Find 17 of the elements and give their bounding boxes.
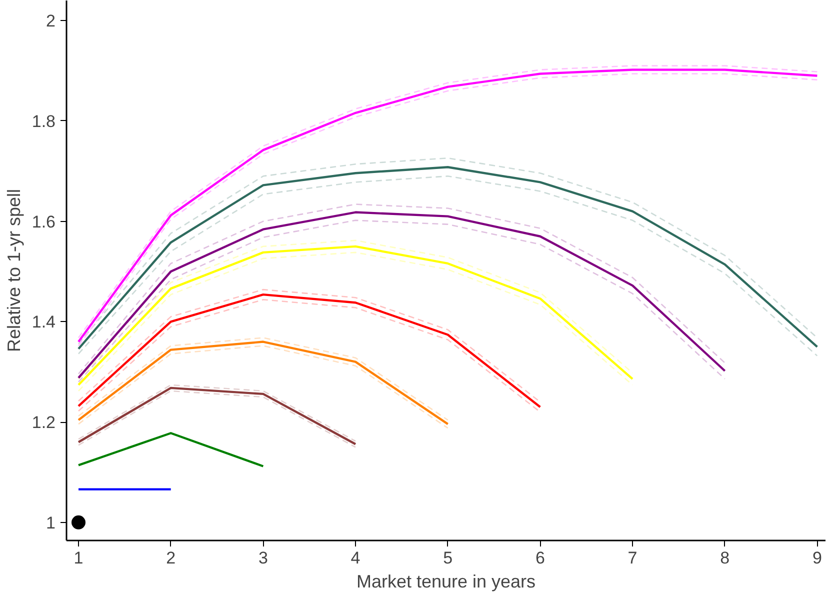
x-tick-label: 9	[812, 548, 822, 568]
x-tick-label: 8	[720, 548, 730, 568]
y-tick-label: 1.2	[32, 413, 56, 432]
y-tick-label: 1.6	[32, 212, 56, 232]
x-tick-label: 4	[350, 548, 360, 568]
x-tick-label: 5	[443, 548, 453, 568]
x-axis-title: Market tenure in years	[356, 572, 536, 592]
x-tick-label: 3	[258, 548, 268, 568]
y-tick-label: 1.8	[32, 112, 56, 131]
x-tick-label: 7	[628, 548, 638, 568]
x-tick-label: 6	[535, 548, 545, 568]
x-tick-label: 2	[166, 548, 176, 568]
y-axis-title: Relative to 1-yr spell	[4, 188, 24, 352]
y-tick-label: 2	[46, 12, 56, 31]
x-tick-label: 1	[74, 548, 84, 568]
y-tick-label: 1.4	[32, 312, 56, 332]
y-tick-label: 1	[46, 513, 56, 532]
